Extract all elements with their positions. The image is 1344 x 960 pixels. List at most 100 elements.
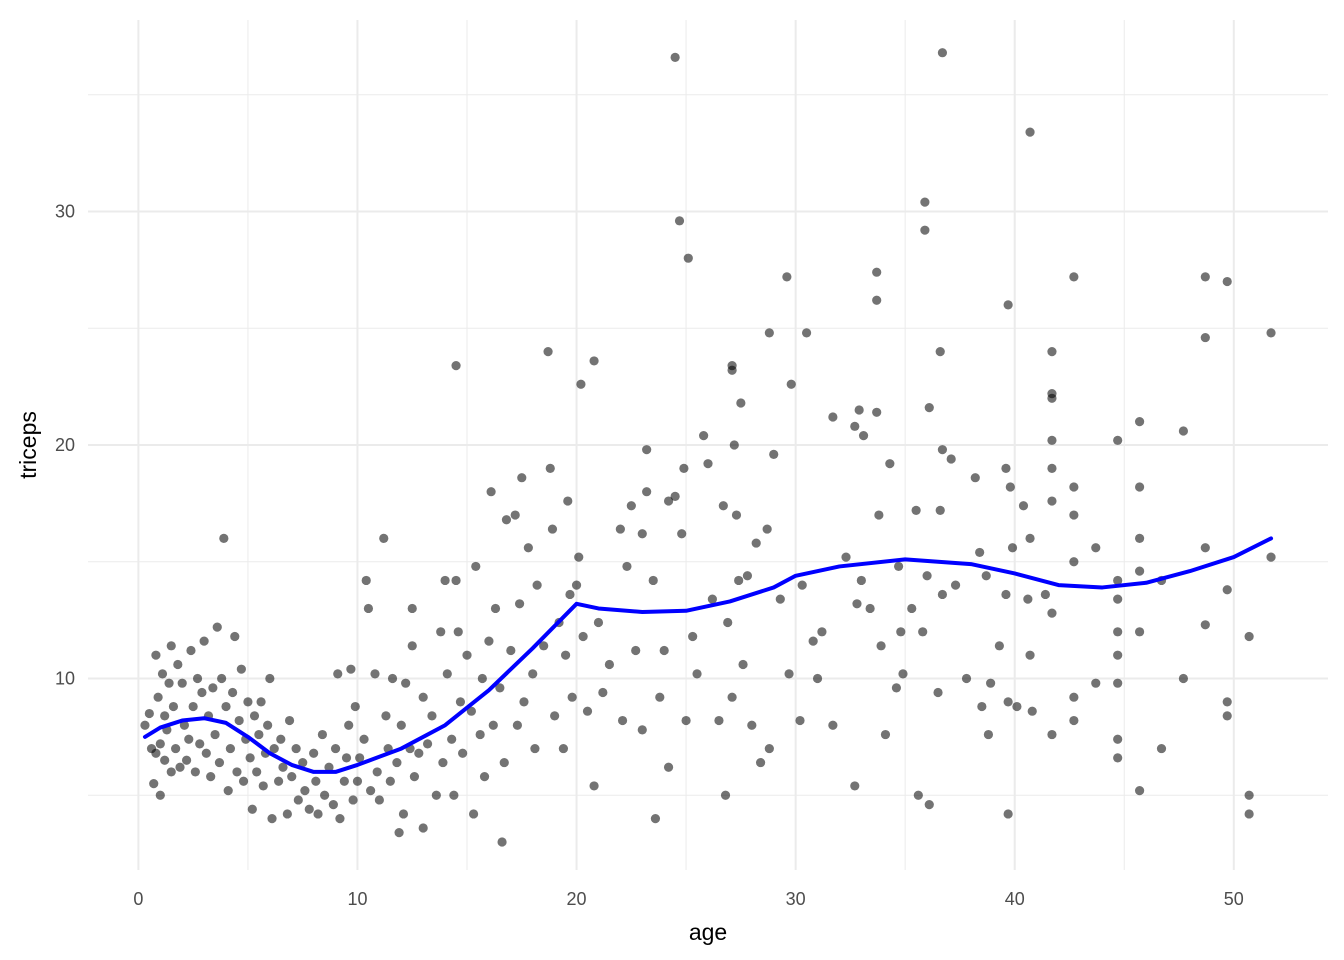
data-point xyxy=(1113,650,1123,660)
data-point xyxy=(1113,594,1123,604)
data-point xyxy=(249,711,260,721)
data-point xyxy=(166,767,176,777)
data-point xyxy=(970,473,980,483)
data-point xyxy=(622,561,632,572)
data-point xyxy=(442,669,452,679)
data-point xyxy=(1005,482,1015,492)
data-point xyxy=(872,407,882,417)
data-point xyxy=(274,776,284,786)
data-point xyxy=(407,641,417,651)
data-point xyxy=(589,781,599,791)
data-point xyxy=(913,790,923,800)
data-point xyxy=(911,505,921,515)
data-point xyxy=(1047,393,1057,403)
data-point xyxy=(1134,533,1145,544)
data-point xyxy=(352,776,363,786)
data-point xyxy=(451,575,461,586)
data-point xyxy=(679,463,689,473)
data-point xyxy=(764,328,774,338)
data-point xyxy=(642,487,652,497)
data-point xyxy=(157,669,168,679)
data-point xyxy=(221,701,231,712)
data-point xyxy=(874,510,884,520)
data-point xyxy=(501,515,512,525)
data-point xyxy=(924,403,934,413)
data-point xyxy=(736,398,746,408)
data-point xyxy=(865,603,875,614)
data-point xyxy=(946,454,956,464)
data-point xyxy=(436,627,446,637)
data-point xyxy=(293,795,303,805)
data-point xyxy=(674,216,685,226)
data-point xyxy=(223,786,233,796)
points-layer xyxy=(140,48,1276,847)
data-point xyxy=(703,459,713,469)
data-point xyxy=(140,720,150,730)
data-point xyxy=(582,706,593,716)
data-point xyxy=(208,683,218,693)
data-point xyxy=(1134,417,1145,427)
data-point xyxy=(563,496,573,506)
data-point xyxy=(245,753,255,763)
data-point xyxy=(907,603,917,614)
data-point xyxy=(1069,510,1079,520)
data-point xyxy=(764,743,774,754)
data-point xyxy=(1244,809,1254,819)
data-point xyxy=(401,678,411,688)
data-point xyxy=(1200,543,1210,553)
data-point xyxy=(593,617,604,628)
data-point xyxy=(186,645,196,656)
data-point xyxy=(1244,631,1254,642)
data-point xyxy=(523,543,533,553)
data-point xyxy=(217,673,227,684)
data-point xyxy=(852,599,862,609)
data-point xyxy=(1222,276,1232,287)
x-tick-label: 50 xyxy=(1224,889,1244,909)
data-point xyxy=(346,664,356,674)
data-point xyxy=(574,552,584,562)
data-point xyxy=(339,776,349,786)
data-point xyxy=(1134,482,1145,492)
data-point xyxy=(479,771,490,782)
data-point xyxy=(784,669,794,679)
data-point xyxy=(769,449,779,459)
data-point xyxy=(631,645,641,656)
data-point xyxy=(238,776,249,786)
data-point xyxy=(252,767,262,777)
data-point xyxy=(714,715,724,726)
data-point xyxy=(311,776,321,786)
data-point xyxy=(144,708,154,719)
data-point xyxy=(747,720,757,730)
data-point xyxy=(885,459,895,469)
data-point xyxy=(937,48,948,58)
data-point xyxy=(1025,127,1035,137)
data-point xyxy=(219,533,229,544)
data-point xyxy=(1047,463,1057,473)
data-point xyxy=(729,440,739,450)
x-tick-label: 40 xyxy=(1005,889,1025,909)
data-point xyxy=(699,431,709,441)
data-point xyxy=(723,617,733,628)
data-point xyxy=(514,599,525,609)
data-point xyxy=(1266,328,1276,338)
data-point xyxy=(225,743,236,754)
data-point xyxy=(1091,543,1101,553)
data-point xyxy=(455,697,466,707)
data-point xyxy=(304,804,314,814)
data-point xyxy=(1178,426,1189,436)
data-point xyxy=(539,641,549,651)
data-point xyxy=(484,636,494,646)
data-point xyxy=(604,659,615,670)
data-point xyxy=(197,687,207,698)
data-point xyxy=(1091,678,1101,688)
data-point xyxy=(742,571,753,581)
data-point xyxy=(181,755,192,765)
data-point xyxy=(427,711,437,721)
data-point xyxy=(381,711,391,721)
y-tick-label: 10 xyxy=(55,669,75,689)
data-point xyxy=(935,346,945,357)
data-point xyxy=(933,687,943,698)
data-point xyxy=(328,800,338,810)
data-point xyxy=(230,631,240,642)
data-point xyxy=(755,757,766,768)
